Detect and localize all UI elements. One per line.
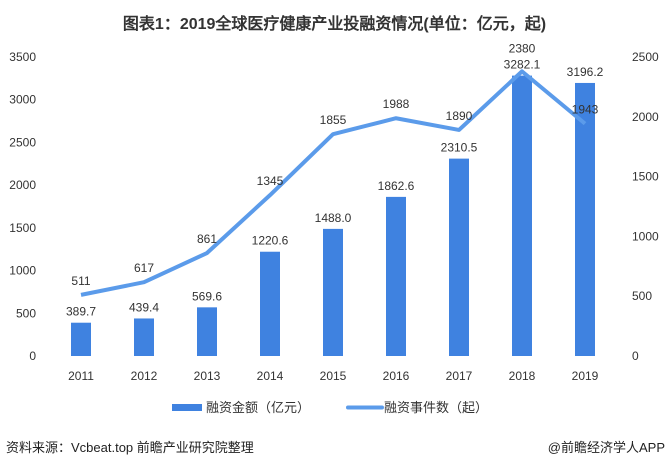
line-data-label: 861	[197, 232, 217, 246]
x-tick-label: 2017	[446, 369, 473, 383]
left-tick-label: 2500	[9, 135, 36, 149]
left-tick-label: 2000	[9, 178, 36, 192]
bar	[449, 158, 469, 356]
x-tick-label: 2012	[131, 369, 158, 383]
right-tick-label: 1000	[632, 229, 659, 243]
x-tick-label: 2011	[68, 369, 94, 383]
left-tick-label: 3000	[9, 93, 36, 107]
right-tick-label: 1500	[632, 170, 659, 184]
series-line	[80, 69, 587, 297]
line-data-label: 1988	[383, 97, 410, 111]
legend-bar-label: 融资金额（亿元）	[206, 400, 310, 415]
x-tick-label: 2014	[257, 369, 284, 383]
legend-line-label: 融资事件数（起）	[384, 400, 488, 415]
bar	[512, 75, 532, 357]
x-tick-label: 2013	[194, 369, 221, 383]
bar-data-label: 3196.2	[567, 65, 604, 79]
line-data-label: 1345	[257, 174, 284, 188]
line-data-label: 1855	[320, 113, 347, 127]
bar	[197, 307, 217, 356]
x-tick-label: 2018	[509, 369, 536, 383]
bar	[260, 251, 280, 356]
right-tick-label: 2000	[632, 110, 659, 124]
line-data-label: 2380	[509, 42, 536, 56]
legend-bar-swatch	[172, 404, 202, 411]
bar-data-label: 2310.5	[441, 141, 478, 155]
line-data-label: 1890	[446, 109, 473, 123]
bar	[323, 228, 343, 356]
chart-title: 图表1：2019全球医疗健康产业投融资情况(单位：亿元，起)	[122, 16, 547, 33]
left-tick-label: 0	[29, 349, 36, 363]
credit: @前瞻经济学人APP	[547, 440, 665, 455]
line-data-label: 511	[71, 274, 90, 288]
right-tick-label: 500	[632, 289, 652, 303]
x-tick-label: 2016	[383, 369, 410, 383]
bar-data-label: 569.6	[192, 289, 222, 303]
source-note: 资料来源：Vcbeat.top 前瞻产业研究院整理	[6, 440, 254, 455]
left-tick-label: 1500	[9, 221, 36, 235]
left-tick-label: 500	[16, 306, 36, 320]
right-tick-label: 0	[632, 349, 639, 363]
bar-data-label: 1488.0	[315, 211, 352, 225]
bar-data-label: 3282.1	[504, 58, 541, 72]
x-tick-label: 2019	[572, 369, 599, 383]
left-tick-label: 1000	[9, 264, 36, 278]
line-data-label: 617	[134, 261, 154, 275]
right-tick-label: 2500	[632, 50, 659, 64]
bar-data-label: 1220.6	[252, 234, 289, 248]
bar	[71, 322, 91, 356]
bar-data-label: 439.4	[129, 300, 159, 314]
x-tick-label: 2015	[320, 369, 347, 383]
left-tick-label: 3500	[9, 50, 36, 64]
bar	[575, 82, 595, 357]
bar-data-label: 389.7	[66, 305, 96, 319]
bar-data-label: 1862.6	[378, 179, 415, 193]
bar	[386, 196, 406, 356]
line-data-label: 1943	[572, 103, 599, 117]
bar	[134, 318, 154, 356]
